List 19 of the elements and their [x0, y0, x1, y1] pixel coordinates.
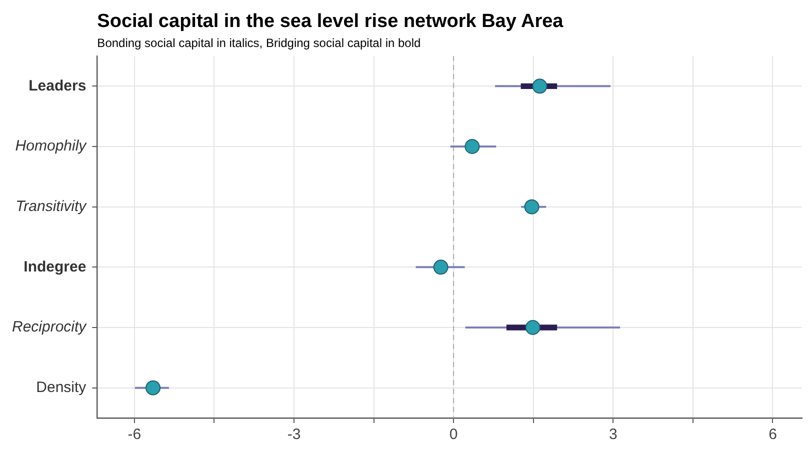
x-tick-label: -3: [287, 426, 301, 444]
chart-title: Social capital in the sea level rise network Bay Area: [97, 11, 564, 32]
y-tick-label: Indegree: [24, 258, 86, 276]
point: [532, 78, 548, 94]
point: [433, 260, 448, 275]
y-tick-label: Reciprocity: [12, 318, 88, 336]
x-tick-label: 3: [608, 426, 618, 444]
x-tick-label: 6: [768, 426, 777, 444]
y-tick-label: Leaders: [28, 77, 86, 94]
y-tick-label: Transitivity: [16, 198, 88, 216]
point: [524, 199, 540, 214]
y-tick-label: Density: [36, 378, 87, 396]
x-tick-label: -6: [128, 426, 142, 444]
chart-subtitle: Bonding social capital in italics, Bridging social capital in bold: [97, 36, 421, 50]
y-tick-label: Homophily: [15, 138, 88, 155]
x-tick-label: 0: [449, 426, 458, 444]
point: [525, 320, 540, 335]
point: [464, 139, 480, 154]
point: [146, 380, 161, 396]
